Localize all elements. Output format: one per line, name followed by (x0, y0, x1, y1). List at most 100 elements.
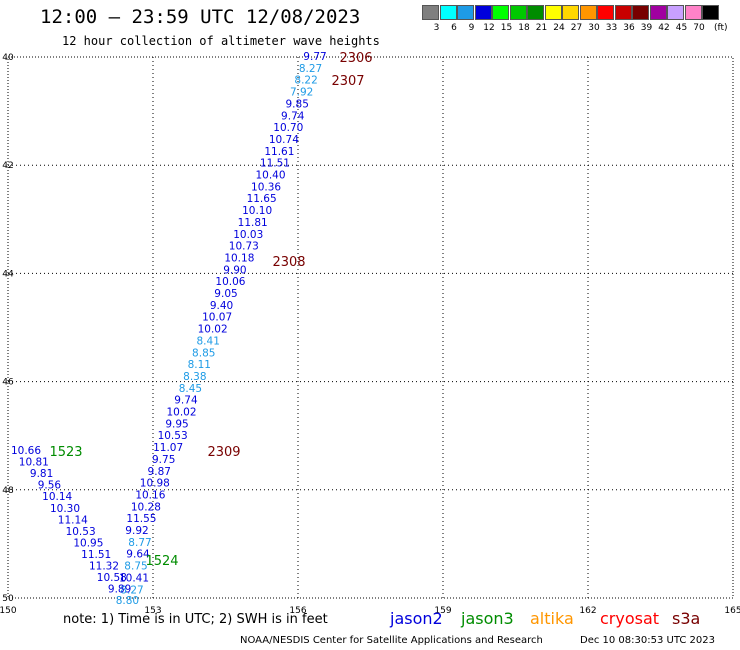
legend-swatch (632, 5, 649, 20)
wave-height-point: 10.03 (233, 229, 263, 241)
wave-height-point: 11.55 (126, 513, 156, 525)
track-id-labels: 2306 2307 2308 2309 1523 1524 (49, 51, 372, 569)
track-id-label: 2306 (339, 51, 372, 66)
lon-tick-label: 162 (579, 606, 596, 616)
legend-swatch (544, 5, 562, 20)
wave-height-point: 9.87 (148, 466, 171, 478)
satellite-label-cryosat: cryosat (600, 609, 660, 628)
lat-tick-label: 42 (2, 161, 13, 171)
wave-height-point: 9.40 (210, 300, 233, 312)
legend-swatch (509, 5, 527, 20)
page-subtitle: 12 hour collection of altimeter wave hei… (62, 34, 380, 48)
wave-height-point: 8.45 (179, 383, 202, 395)
track-id-label: 2309 (207, 445, 240, 460)
legend-swatch (579, 5, 597, 20)
wave-height-point: 10.02 (166, 407, 196, 419)
legend-swatch (527, 5, 544, 20)
legend-swatch (457, 5, 474, 20)
wave-height-point: 10.06 (215, 276, 245, 288)
legend-label: 27 (570, 23, 583, 33)
wave-height-point: 9.89 (108, 584, 131, 596)
lon-tick-label: 156 (289, 606, 306, 616)
legend-label: 21 (535, 23, 548, 33)
legend-label: 30 (588, 23, 600, 33)
wave-height-point: 7.92 (290, 87, 313, 99)
wave-height-point: 9.74 (281, 110, 305, 122)
legend-label: 36 (623, 23, 635, 33)
wave-height-point: 10.14 (42, 491, 72, 503)
wave-height-point: 11.07 (153, 442, 183, 454)
wave-height-point: 10.66 (11, 445, 41, 457)
wave-height-point: 8.41 (197, 335, 220, 347)
wave-height-point: 9.95 (165, 418, 188, 430)
wave-height-point: 11.32 (89, 561, 119, 573)
legend-label: 24 (553, 23, 565, 33)
wave-height-point: 10.40 (255, 170, 285, 182)
wave-height-point: 10.18 (224, 252, 254, 264)
legend-swatch (667, 5, 684, 20)
wave-height-point: 11.14 (58, 514, 88, 526)
lon-tick-label: 165 (724, 606, 740, 616)
legend-swatch (684, 5, 702, 20)
wave-height-point: 10.16 (135, 489, 165, 501)
legend-swatch (614, 5, 632, 20)
wave-height-point: 8.77 (128, 537, 151, 549)
map-ticks: 150 153 156 159 162 165 40 42 44 46 48 50 (0, 53, 740, 616)
lat-tick-label: 50 (2, 594, 14, 604)
wave-height-point: 10.41 (119, 572, 149, 584)
legend-label: 45 (675, 23, 688, 33)
track-id-label: 1523 (49, 445, 82, 460)
wave-height-point: 10.73 (229, 241, 259, 253)
satellite-label-jason2: jason2 (390, 609, 443, 628)
wave-height-point: 9.75 (152, 454, 175, 466)
legend-swatch (702, 5, 719, 20)
wave-height-point: 10.36 (251, 181, 281, 193)
wave-height-point: 8.11 (188, 359, 211, 371)
wave-height-point: 10.28 (131, 501, 161, 513)
page-title: 12:00 – 23:59 UTC 12/08/2023 (40, 6, 361, 28)
legend-swatch (422, 5, 439, 20)
wave-height-point: 8.80 (116, 595, 139, 607)
legend-label: 6 (451, 23, 457, 33)
legend-unit: (ft) (714, 23, 728, 33)
wave-height-point: 9.81 (30, 468, 53, 480)
wave-height-point: 10.58 (97, 572, 127, 584)
legend-label: 39 (640, 23, 653, 33)
wave-height-point: 10.53 (66, 526, 96, 538)
legend-label: 15 (500, 23, 513, 33)
wave-height-point: 10.10 (242, 205, 272, 217)
lat-tick-label: 46 (2, 378, 14, 388)
satellite-label-jason3: jason3 (461, 609, 514, 628)
legend-label: 18 (518, 23, 530, 33)
wave-height-point: 8.27 (120, 584, 143, 596)
wave-height-point: 8.85 (192, 347, 215, 359)
wave-height-point: 10.07 (202, 312, 232, 324)
wave-height-point: 10.74 (269, 134, 299, 146)
legend-label: 42 (658, 23, 670, 33)
map-grid (7, 56, 734, 599)
altimeter-track-west: 10.6610.819.819.5610.1410.3011.1410.5310… (11, 445, 139, 607)
wave-height-point: 9.92 (125, 525, 148, 537)
wave-height-point: 10.81 (19, 457, 49, 469)
legend-swatch (474, 5, 492, 20)
legend-label: 12 (483, 23, 495, 33)
legend-label: 70 (693, 23, 705, 33)
wave-height-point: 11.81 (238, 217, 268, 229)
lon-tick-label: 153 (144, 606, 161, 616)
wave-height-point: 11.51 (260, 158, 290, 170)
wave-height-point: 9.05 (214, 288, 237, 300)
legend-swatch (439, 5, 457, 20)
wave-height-point: 8.38 (183, 371, 206, 383)
lon-tick-label: 150 (0, 606, 17, 616)
legend-label: 3 (433, 23, 440, 33)
wave-height-point: 10.30 (50, 503, 80, 515)
timestamp: Dec 10 08:30:53 UTC 2023 (580, 635, 715, 646)
lat-tick-label: 44 (2, 269, 14, 279)
wave-height-point: 11.51 (81, 549, 111, 561)
satellite-label-altika: altika (530, 609, 574, 628)
map-frame (7, 56, 734, 599)
wave-height-point: 10.53 (158, 430, 188, 442)
wave-height-point: 8.27 (299, 63, 322, 75)
legend-label: 9 (468, 23, 475, 33)
lat-tick-label: 40 (2, 53, 14, 63)
